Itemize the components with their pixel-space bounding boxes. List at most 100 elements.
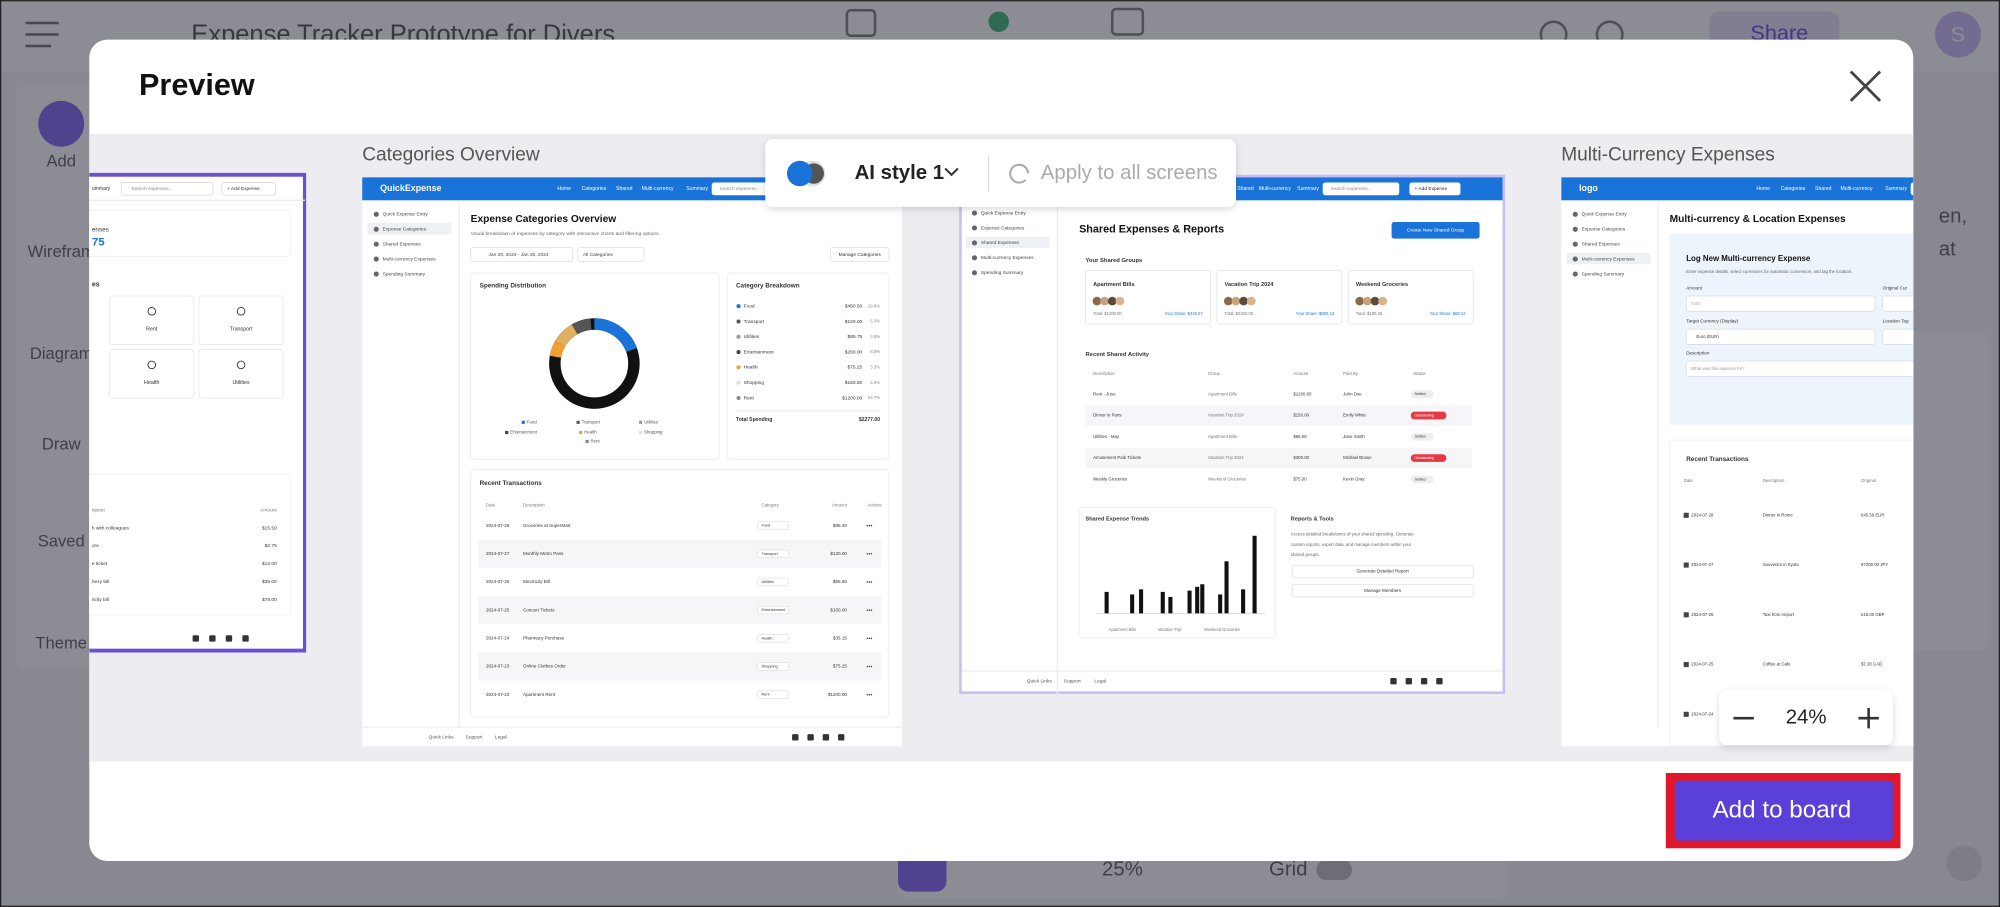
category-percent: 3.3% — [870, 365, 880, 370]
brand: QuickExpense — [380, 183, 441, 193]
legend-label: Food — [527, 419, 537, 424]
tile-label: Rent — [146, 327, 158, 333]
legend-swatch — [579, 430, 583, 435]
add-to-board-button[interactable] — [1674, 780, 1893, 841]
page-heading: Multi-currency & Location Expenses — [1670, 214, 1846, 225]
cell: Coffee at Cafe — [1763, 662, 1791, 667]
sidebar-icon — [971, 270, 978, 276]
cell: $55.50 — [833, 579, 847, 584]
section-heading: Recent Shared Activity — [1085, 352, 1149, 358]
actions-dot — [868, 524, 871, 527]
cell: Utilities — [761, 580, 773, 584]
sidebar-active — [965, 236, 1050, 249]
cell: ricity bill — [92, 597, 109, 603]
cell: Dinner in Rome — [1763, 513, 1794, 518]
trend-group: Weekend Groceries — [1204, 627, 1240, 632]
member-avatar — [1092, 296, 1102, 306]
cell: 2024-07-26 — [486, 579, 510, 584]
cell: 2024-07-27 — [1691, 562, 1714, 567]
category-tile — [198, 349, 284, 399]
screen-label: Multi-Currency Expenses — [1561, 145, 1775, 166]
category-amount: $85.75 — [847, 334, 862, 340]
sidebar-item: Shared Expenses — [383, 241, 422, 247]
cell: Souvenirs in Kyoto — [1763, 562, 1800, 567]
footer-link: Quick Links — [1027, 678, 1053, 684]
cell: $12.00 — [262, 561, 277, 567]
sidebar-item: Shared Expenses — [981, 240, 1020, 246]
column-header: ription — [92, 508, 105, 514]
nav-item: Categories — [582, 186, 607, 192]
actions-dot — [868, 552, 871, 555]
nav-item: ummary — [92, 186, 111, 192]
legend-swatch — [585, 439, 589, 444]
zoom-in[interactable] — [1858, 707, 1879, 729]
close-button[interactable] — [1849, 70, 1882, 102]
nav-item: Home — [1756, 186, 1770, 192]
sidebar-item: Expense Categories — [1582, 227, 1626, 233]
filter: All Categories — [583, 252, 614, 258]
date-icon — [1683, 612, 1689, 618]
add-expense-button — [1409, 182, 1461, 196]
cell: John Doe — [1343, 391, 1362, 396]
field-label: Description — [1686, 351, 1709, 356]
row-stripe — [478, 596, 882, 625]
trend-bar — [1187, 590, 1192, 614]
cell: Vacation Trip 2024 — [1208, 413, 1244, 418]
page-heading: Shared Expenses & Reports — [1079, 224, 1224, 236]
actions-dot — [870, 552, 873, 555]
member-avatar — [1223, 296, 1233, 306]
social-icon — [209, 635, 216, 642]
input — [1882, 328, 1914, 345]
social-icon — [807, 734, 814, 741]
column-header: Date — [486, 502, 496, 507]
transactions-card — [1669, 439, 1914, 747]
style-selector[interactable] — [765, 139, 1236, 207]
social-icon — [1436, 677, 1443, 685]
nav-item: Summary — [1885, 186, 1907, 192]
trend-bar — [1130, 594, 1135, 614]
cell: Vacation Trip 2024 — [1208, 455, 1244, 460]
field-label: Original Cur — [1883, 286, 1908, 291]
section-heading: Your Shared Groups — [1085, 258, 1143, 264]
category-amount: $120.00 — [845, 319, 863, 325]
input — [1685, 295, 1876, 312]
modal-title: Preview — [139, 68, 255, 102]
column-header: Amount — [260, 508, 277, 514]
category-percent: 3.8% — [870, 334, 880, 339]
category-dot — [736, 334, 741, 339]
cell: Health — [761, 636, 772, 640]
legend-label: Utilities — [644, 419, 658, 424]
legend-swatch — [521, 420, 525, 424]
trends-card — [1078, 507, 1276, 639]
cell: £15.00 GBP — [1861, 612, 1885, 617]
category-name: Shopping — [744, 380, 765, 386]
cell: $150.00 — [1293, 413, 1309, 418]
cell: $15.50 — [262, 525, 277, 531]
member-avatar — [1355, 296, 1365, 306]
group-share: Your Share: $416.67 — [1165, 311, 1204, 316]
column-header: Date — [1684, 478, 1694, 483]
social-icon — [192, 635, 199, 642]
card-heading: Reports & Tools — [1291, 517, 1334, 523]
button-text: + Add Expense — [1415, 186, 1448, 192]
category-dot — [736, 380, 741, 385]
column-header: Status — [1413, 371, 1425, 376]
cell: Food — [761, 524, 770, 528]
trend-group: Vacation Trip — [1158, 627, 1182, 632]
cell: 2024-07-22 — [486, 692, 510, 697]
cell: $55.00 — [1293, 434, 1307, 439]
total-value: $2277.00 — [859, 417, 880, 423]
apply-all[interactable]: Apply to all screens — [1041, 162, 1218, 184]
cell: Apartment Bills — [1208, 391, 1237, 396]
screen-header — [1561, 177, 1914, 201]
group-total: Total: $2400.00 — [1224, 311, 1253, 316]
actions-dot — [866, 637, 869, 640]
category-pill — [757, 662, 789, 671]
date-icon — [1683, 711, 1689, 717]
column-header: Description — [1763, 478, 1785, 483]
cell: Weekend Groceries — [1208, 477, 1246, 482]
date-icon — [1683, 512, 1689, 518]
nav-item: Multi-currency — [642, 186, 674, 192]
cell: Utilities - May — [1093, 434, 1120, 439]
